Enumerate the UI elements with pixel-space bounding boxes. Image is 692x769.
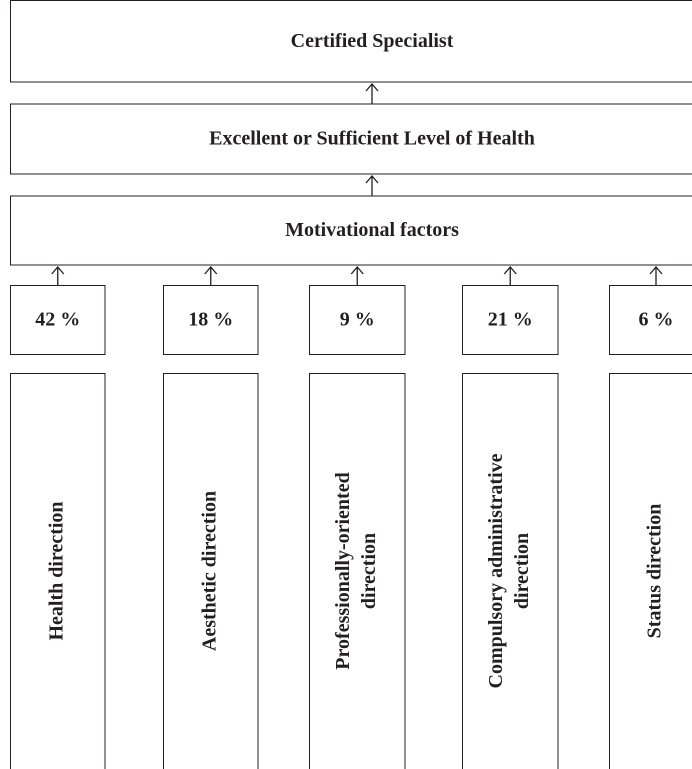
percent-box bbox=[462, 285, 559, 355]
direction-box bbox=[462, 373, 559, 769]
direction-label: Status direction bbox=[644, 504, 666, 639]
arrow bbox=[365, 83, 379, 104]
tier-label: Motivational factors bbox=[285, 219, 459, 241]
percent-label: 21 % bbox=[488, 309, 533, 331]
direction-box bbox=[309, 373, 406, 769]
arrow bbox=[204, 266, 218, 285]
tier-box bbox=[10, 0, 692, 83]
arrow bbox=[503, 266, 517, 285]
direction-box bbox=[609, 373, 692, 769]
percent-label: 18 % bbox=[188, 309, 233, 331]
direction-label: Aesthetic direction bbox=[198, 491, 220, 651]
arrow bbox=[365, 175, 379, 196]
direction-label: Professionally-oriented bbox=[332, 472, 354, 669]
arrow bbox=[51, 266, 65, 285]
percent-label: 42 % bbox=[35, 309, 80, 331]
percent-label: 9 % bbox=[340, 309, 375, 331]
tier-box bbox=[10, 195, 692, 266]
percent-box bbox=[10, 285, 106, 355]
tier-box bbox=[10, 103, 692, 175]
direction-label: direction bbox=[358, 533, 380, 609]
arrow bbox=[649, 266, 663, 285]
direction-label: Compulsory administrative bbox=[485, 453, 507, 688]
direction-label: direction bbox=[511, 533, 533, 609]
direction-label: Health direction bbox=[45, 501, 67, 640]
tier-label: Excellent or Sufficient Level of Health bbox=[209, 128, 535, 150]
direction-box bbox=[163, 373, 259, 769]
percent-box bbox=[609, 285, 692, 355]
direction-box bbox=[10, 373, 106, 769]
percent-box bbox=[309, 285, 406, 355]
percent-label: 6 % bbox=[639, 309, 674, 331]
arrow bbox=[350, 266, 364, 285]
tier-label: Certified Specialist bbox=[291, 30, 454, 52]
percent-box bbox=[163, 285, 259, 355]
